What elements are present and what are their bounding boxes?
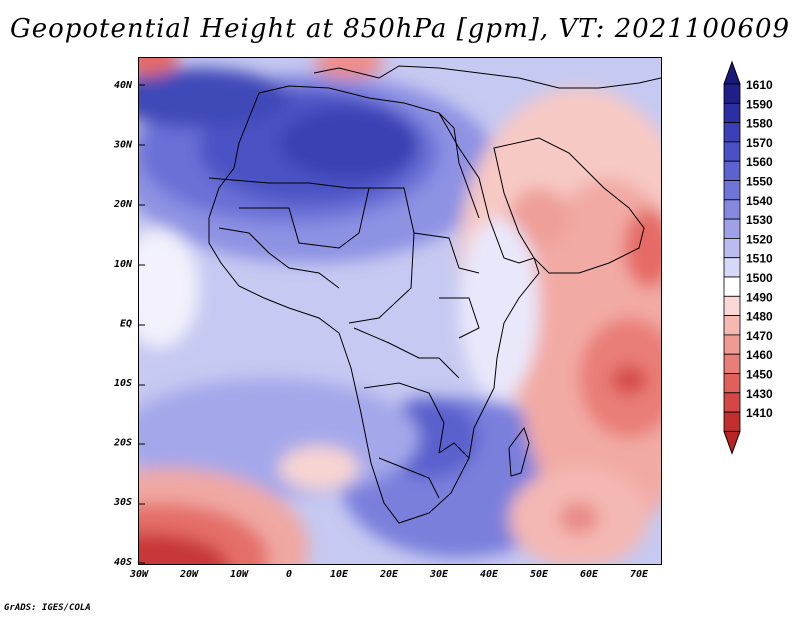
legend-label: 1550 bbox=[746, 175, 773, 189]
lon-label: 20W bbox=[179, 569, 199, 580]
lat-label: 10N bbox=[114, 259, 133, 270]
legend-swatch bbox=[723, 353, 741, 374]
height-field-map bbox=[139, 58, 661, 564]
country-borders bbox=[208, 65, 661, 524]
lat-label: 20S bbox=[113, 438, 132, 449]
legend-swatch bbox=[723, 199, 741, 220]
lon-label: 0 bbox=[286, 569, 292, 580]
legend-label: 1480 bbox=[746, 310, 773, 324]
legend-label: 1520 bbox=[746, 232, 773, 246]
legend-swatch bbox=[723, 276, 741, 297]
legend-swatch bbox=[723, 83, 741, 104]
legend-label: 1590 bbox=[746, 97, 773, 111]
legend-swatch bbox=[723, 102, 741, 124]
legend-label: 1540 bbox=[746, 194, 773, 208]
legend-label: 1530 bbox=[746, 213, 773, 227]
legend-swatch bbox=[723, 122, 741, 143]
legend-swatch bbox=[723, 218, 741, 239]
lat-label: 30N bbox=[113, 140, 133, 151]
legend-swatch bbox=[723, 257, 741, 278]
legend-swatch bbox=[723, 334, 741, 355]
legend-top-arrow bbox=[723, 60, 741, 85]
lon-label: 10E bbox=[330, 569, 349, 580]
legend-swatch bbox=[723, 160, 741, 181]
longitude-labels: 30W 20W 10W 0 10E 20E 30E 40E 50E 60E 70E bbox=[129, 569, 649, 580]
map-panel bbox=[138, 57, 662, 565]
chart-title: Geopotential Height at 850hPa [gpm], VT:… bbox=[9, 14, 791, 44]
lat-label: 40N bbox=[114, 80, 133, 91]
lat-label: 30S bbox=[113, 497, 132, 508]
legend-swatch bbox=[723, 180, 741, 201]
legend-label: 1510 bbox=[746, 252, 773, 266]
legend-swatch bbox=[723, 411, 741, 432]
legend-label: 1610 bbox=[746, 78, 773, 92]
lon-label: 30W bbox=[129, 569, 149, 580]
lat-label: EQ bbox=[120, 318, 132, 329]
legend-label: 1570 bbox=[746, 136, 773, 150]
legend-label: 1560 bbox=[746, 155, 773, 169]
legend-swatch bbox=[723, 373, 741, 394]
legend-swatch bbox=[723, 237, 741, 259]
lon-label: 40E bbox=[480, 569, 499, 580]
legend-label: 1430 bbox=[746, 387, 773, 401]
legend-label: 1450 bbox=[746, 368, 773, 382]
lat-label: 40S bbox=[114, 557, 132, 568]
legend-label: 1410 bbox=[746, 406, 773, 420]
legend-bottom-arrow bbox=[723, 430, 741, 455]
legend-swatch bbox=[723, 392, 741, 413]
legend-label: 1580 bbox=[746, 117, 773, 131]
lat-label: 10S bbox=[114, 378, 132, 389]
legend-label: 1500 bbox=[746, 271, 773, 285]
inner-ticks bbox=[139, 84, 145, 564]
footer-credit: GrADS: IGES/COLA bbox=[4, 603, 91, 613]
lat-label: 20N bbox=[113, 199, 133, 210]
legend-swatch bbox=[723, 295, 741, 316]
lon-label: 50E bbox=[530, 569, 549, 580]
legend-label: 1460 bbox=[746, 348, 773, 362]
legend-label: 1490 bbox=[746, 290, 773, 304]
lon-label: 20E bbox=[379, 569, 399, 580]
lon-label: 60E bbox=[580, 569, 599, 580]
lon-label: 10W bbox=[230, 569, 249, 580]
legend-swatch bbox=[723, 141, 741, 162]
latitude-labels: 40N 30N 20N 10N EQ 10S 20S 30S 40S bbox=[113, 80, 133, 568]
legend-swatch bbox=[723, 315, 741, 336]
lon-label: 70E bbox=[630, 569, 649, 580]
legend-label: 1470 bbox=[746, 329, 773, 343]
lon-label: 30E bbox=[429, 569, 449, 580]
